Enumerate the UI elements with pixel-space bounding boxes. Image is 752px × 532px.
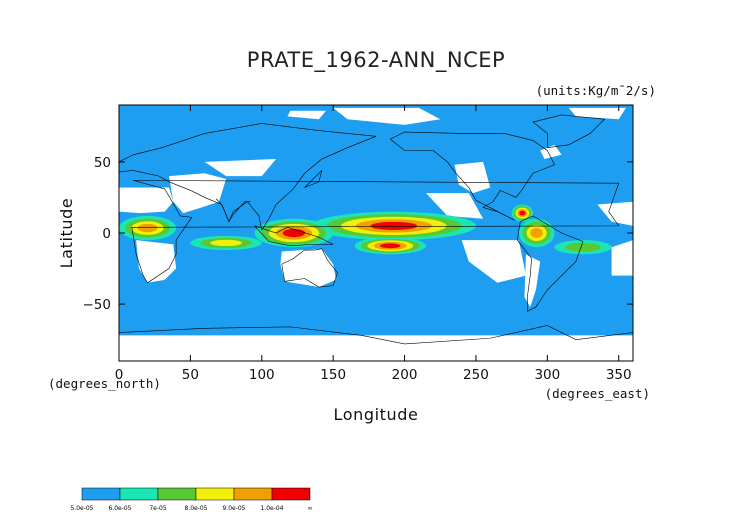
chart-title: PRATE_1962-ANN_NCEP — [247, 48, 505, 73]
dry-region — [540, 144, 562, 160]
colorbar-swatch — [157, 487, 197, 501]
colorbar-tick-label: 5.0e-05 — [70, 505, 93, 512]
colorbar-swatch — [81, 487, 121, 501]
colorbar-swatch — [271, 487, 311, 501]
dry-region — [425, 193, 484, 219]
colorbar-tick-label: 8.0e-05 — [184, 505, 207, 512]
dry-region — [168, 173, 227, 214]
dry-region — [333, 107, 441, 125]
dry-region — [119, 335, 633, 361]
dry-region — [280, 248, 337, 288]
y-axis-label: Latitude — [57, 198, 76, 269]
plot-area — [119, 105, 633, 361]
dry-region — [454, 161, 491, 194]
precip-contour-caribbean — [519, 210, 526, 216]
coastline — [215, 198, 251, 223]
dry-region — [204, 159, 277, 177]
units-label: (units:Kg/m¯2/s) — [536, 83, 656, 98]
precip-contour-south-atlantic-convergence — [565, 242, 601, 252]
dry-region — [461, 240, 526, 283]
precip-contour-south-pacific-convergence — [380, 243, 401, 249]
coastline — [281, 248, 338, 288]
x-tick-label: 250 — [463, 367, 489, 383]
precip-contour-maritime-continent — [282, 228, 306, 238]
coastline — [532, 114, 606, 148]
colorbar-tick-label: 6.0e-05 — [108, 505, 131, 512]
x-tick-label: 100 — [249, 367, 275, 383]
precip-contour-south-america-north — [530, 228, 543, 238]
coastline — [517, 215, 584, 312]
x-unit-label: (degrees_east) — [545, 386, 650, 401]
colorbar-tick-label: 7e-05 — [149, 505, 166, 512]
y-unit-label: (degrees_north) — [48, 376, 161, 391]
dry-region — [287, 110, 327, 120]
colorbar-swatch — [119, 487, 159, 501]
precip-contour-africa-equatorial — [137, 223, 158, 233]
y-tick-label: −50 — [83, 297, 112, 313]
coastline — [119, 123, 377, 231]
y-axis-ticks: 50 0 −50 — [83, 155, 633, 313]
dry-region — [119, 187, 174, 214]
precip-contour-indian-ocean-south — [210, 239, 242, 247]
precip-contour-pacific-itcz — [370, 221, 418, 230]
colorbar-tick-label: 1.0e-04 — [260, 505, 283, 512]
coastline — [304, 169, 323, 188]
dry-region — [611, 240, 633, 276]
y-tick-label: 50 — [94, 155, 111, 171]
colorbar-swatch — [195, 487, 235, 501]
coastline — [119, 325, 633, 345]
dry-region — [524, 254, 541, 307]
colorbar: 5.0e-05 6.0e-05 7e-05 8.0e-05 9.0e-05 1.0e-04… — [70, 487, 313, 512]
x-tick-label: 50 — [182, 367, 199, 383]
x-tick-label: 350 — [606, 367, 632, 383]
coastline — [254, 225, 334, 247]
x-tick-label: 300 — [534, 367, 560, 383]
x-axis-label: Longitude — [334, 405, 419, 424]
colorbar-swatch — [233, 487, 273, 501]
x-tick-label: 0 — [115, 367, 124, 383]
colorbar-tick-label: 9.0e-05 — [222, 505, 245, 512]
coastline — [131, 180, 620, 284]
dry-region — [597, 201, 633, 226]
dry-region — [136, 240, 177, 283]
x-axis-ticks: 0 50 100 150 200 250 300 350 — [115, 105, 632, 383]
coastlines — [119, 114, 633, 345]
y-tick-label: 0 — [102, 226, 111, 242]
coastline — [390, 131, 555, 221]
colorbar-tick-label: ∞ — [308, 505, 313, 512]
dry-regions — [119, 107, 633, 361]
x-tick-label: 200 — [392, 367, 418, 383]
dry-region — [568, 107, 626, 120]
x-tick-label: 150 — [320, 367, 346, 383]
